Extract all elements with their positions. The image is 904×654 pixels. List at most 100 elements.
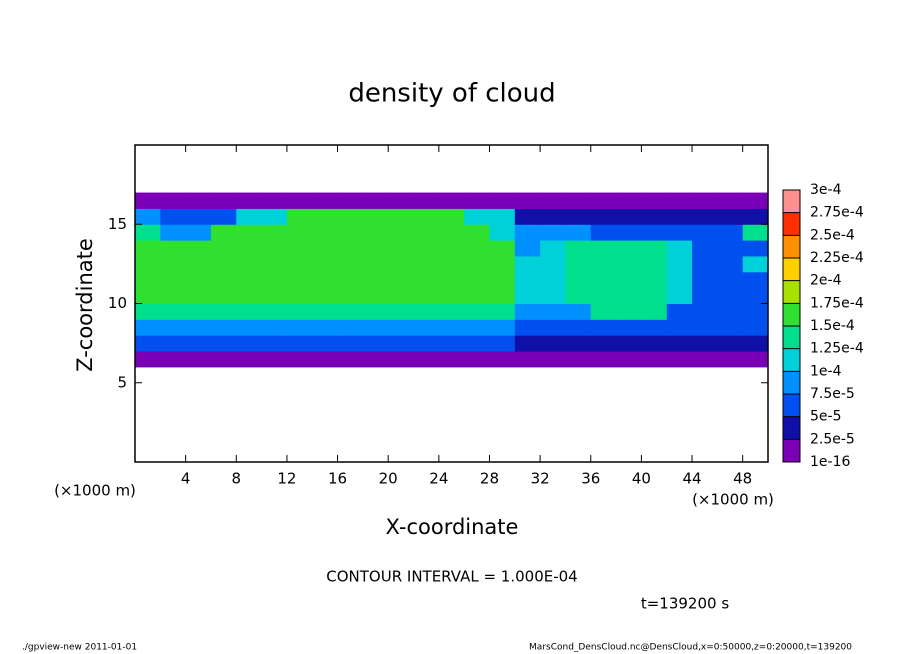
heat-cell [286, 335, 313, 352]
colorbar-label: 1e-16 [810, 454, 850, 470]
x-tick-label: 32 [531, 470, 550, 488]
heat-cell [388, 335, 415, 352]
heat-cell [160, 255, 187, 273]
heat-cell [692, 287, 718, 304]
heat-cell [160, 240, 187, 257]
heat-cell [692, 303, 718, 320]
heat-cell [337, 224, 364, 241]
heat-cell [160, 224, 187, 241]
heat-cell [616, 240, 642, 257]
heat-cell [362, 255, 389, 273]
x-tick-label: 16 [328, 470, 347, 488]
heat-cell [438, 224, 465, 241]
heat-cell [742, 255, 769, 273]
heat-cell [210, 192, 237, 209]
heat-cell [413, 240, 440, 257]
heat-cell [261, 271, 288, 289]
x-tick-label: 48 [733, 470, 752, 488]
heat-cell [565, 255, 592, 273]
heat-cell [590, 208, 617, 225]
heat-cell [286, 319, 313, 336]
heat-cell [210, 335, 237, 352]
colorbar-band [783, 326, 800, 349]
heat-cell [312, 319, 339, 336]
footer-right: MarsCond_DensCloud.nc@DensCloud,x=0:5000… [529, 643, 852, 653]
heat-cell [489, 319, 516, 336]
heat-cell [135, 303, 161, 320]
heat-cell [464, 240, 490, 257]
heat-cell [540, 335, 566, 352]
colorbar-label: 2.75e-4 [810, 205, 864, 221]
heat-cell [717, 224, 744, 241]
heat-cell [312, 192, 339, 209]
colorbar-band [783, 348, 800, 372]
colorbar-label: 2.5e-5 [810, 431, 855, 447]
heat-cell [565, 224, 592, 241]
heat-cell [742, 224, 769, 241]
x-tick-label: 4 [181, 470, 191, 488]
heat-cell [717, 287, 744, 304]
heat-cell [236, 208, 263, 225]
heat-cell [514, 255, 541, 273]
heat-cell [666, 255, 693, 273]
heat-cell [717, 351, 744, 368]
heat-cell [514, 192, 541, 209]
heat-cell [438, 303, 465, 320]
heat-cell [616, 208, 642, 225]
heat-cell [185, 319, 212, 336]
colorbar-label: 1e-4 [810, 363, 842, 379]
heat-cell [692, 335, 718, 352]
heat-cell [438, 255, 465, 273]
heat-cell [590, 224, 617, 241]
heat-cell [590, 240, 617, 257]
heat-cell [641, 287, 668, 304]
heat-cell [438, 271, 465, 289]
heat-cell [540, 208, 566, 225]
heat-cell [464, 335, 490, 352]
heat-cell [413, 319, 440, 336]
heat-cell [692, 271, 718, 289]
colorbar-label: 2.25e-4 [810, 250, 864, 266]
heat-cell [514, 319, 541, 336]
heat-cell [692, 255, 718, 273]
heat-cell [514, 287, 541, 304]
heat-cell [489, 303, 516, 320]
x-tick-label: 12 [277, 470, 296, 488]
heat-cell [590, 287, 617, 304]
heat-cell [717, 255, 744, 273]
heat-cell [742, 351, 769, 368]
heat-cell [286, 208, 313, 225]
heat-cell [135, 208, 161, 225]
heat-cell [641, 255, 668, 273]
heat-cell [261, 255, 288, 273]
heat-cell [236, 303, 263, 320]
heat-cell [464, 319, 490, 336]
heat-cell [210, 351, 237, 368]
heat-cell [236, 192, 263, 209]
heat-cell [388, 351, 415, 368]
heat-cell [210, 255, 237, 273]
heat-cell [742, 240, 769, 257]
heat-cell [489, 192, 516, 209]
heat-cell [337, 255, 364, 273]
heat-cell [135, 192, 161, 209]
heat-cell [590, 303, 617, 320]
heat-cell [135, 351, 161, 368]
heat-cell [337, 240, 364, 257]
heat-cell [337, 351, 364, 368]
heat-cell [362, 335, 389, 352]
heat-cell [185, 224, 212, 241]
heat-cell [286, 224, 313, 241]
heat-cell [489, 224, 516, 241]
heat-cell [135, 319, 161, 336]
heat-cell [413, 192, 440, 209]
heat-cell [362, 224, 389, 241]
y-unit: (×1000 m) [54, 482, 136, 500]
heat-cell [666, 208, 693, 225]
heat-cell [286, 192, 313, 209]
heat-cell [666, 319, 693, 336]
heat-cell [540, 271, 566, 289]
heat-cell [616, 287, 642, 304]
heat-cell [641, 192, 668, 209]
